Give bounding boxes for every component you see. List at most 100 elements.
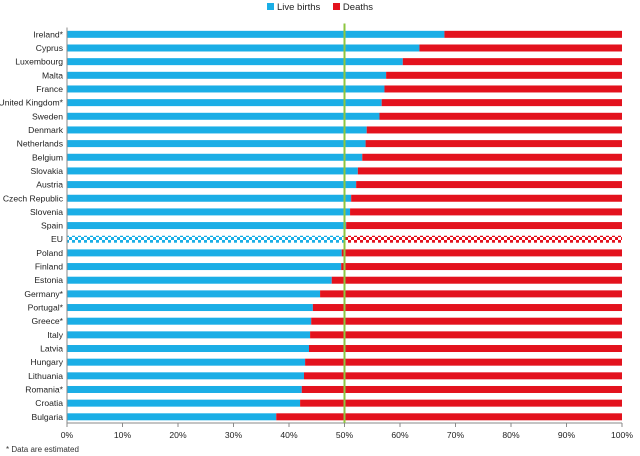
category-label-luxembourg: Luxembourg [15, 57, 63, 67]
bar-live-births-united-kingdom [67, 99, 382, 107]
bar-live-births-latvia [67, 345, 309, 353]
category-labels: Ireland* Cyprus Luxembourg Malta France Unite… [0, 29, 64, 421]
bar-live-births-poland [67, 249, 342, 257]
category-label-netherlands: Netherlands [17, 139, 63, 149]
bar-live-births-germany [67, 290, 321, 298]
category-label-sweden: Sweden [32, 111, 63, 121]
category-label-spain: Spain [41, 221, 63, 231]
bar-deaths-croatia [300, 399, 622, 407]
bar-deaths-czech-republic [351, 194, 622, 202]
legend-item-live-births: Live births [266, 2, 321, 13]
bar-deaths-portugal [312, 304, 622, 312]
bar-deaths-poland [341, 249, 622, 257]
category-label-denmark: Denmark [28, 125, 64, 135]
x-tick-label: 70% [447, 430, 465, 440]
legend-swatch-live-births [266, 3, 274, 10]
bar-deaths-sweden [379, 112, 622, 120]
bar-live-births-bulgaria [67, 413, 277, 421]
category-label-estonia: Estonia [34, 275, 63, 285]
legend-item-deaths: Deaths [332, 2, 373, 13]
x-tick-label: 0% [61, 430, 74, 440]
category-label-latvia: Latvia [40, 344, 63, 354]
category-label-slovenia: Slovenia [30, 207, 63, 217]
bar-deaths-germany [320, 290, 622, 298]
bar-deaths-spain [346, 222, 622, 230]
bar-live-births-estonia [67, 276, 332, 284]
bar-deaths-lithuania [303, 372, 622, 380]
bar-deaths-ireland [444, 30, 622, 38]
category-label-belgium: Belgium [32, 152, 63, 162]
bar-deaths-malta [386, 71, 622, 79]
category-label-lithuania: Lithuania [28, 371, 63, 381]
x-tick-label: 40% [280, 430, 298, 440]
category-label-bulgaria: Bulgaria [31, 412, 63, 422]
x-tick-label: 90% [558, 430, 576, 440]
category-label-croatia: Croatia [35, 398, 63, 408]
category-label-cyprus: Cyprus [36, 43, 63, 53]
category-label-malta: Malta [42, 70, 63, 80]
bar-live-births-luxembourg [67, 58, 403, 66]
bar-deaths-eu [344, 235, 622, 243]
bar-deaths-united-kingdom [381, 99, 622, 107]
bar-live-births-czech-republic [67, 194, 352, 202]
bar-deaths-finland [341, 263, 622, 271]
footnote: * Data are estimated [6, 445, 79, 454]
bar-live-births-belgium [67, 153, 363, 161]
x-tick-label: 50% [336, 430, 354, 440]
bar-deaths-austria [356, 181, 622, 189]
chart-legend: Live births Deaths [0, 2, 640, 13]
bar-live-births-malta [67, 71, 387, 79]
bar-live-births-spain [67, 222, 347, 230]
bar-live-births-eu [67, 235, 345, 243]
bar-live-births-lithuania [67, 372, 304, 380]
bar-live-births-greece [67, 317, 312, 325]
bar-live-births-ireland [67, 30, 445, 38]
bar-live-births-sweden [67, 112, 380, 120]
bar-deaths-france [384, 85, 622, 93]
category-label-ireland: Ireland* [33, 29, 63, 39]
category-label-united-kingdom: United Kingdom* [0, 98, 64, 108]
bar-deaths-cyprus [419, 44, 622, 52]
category-label-finland: Finland [35, 262, 63, 272]
bar-live-births-france [67, 85, 385, 93]
bar-deaths-bulgaria [276, 413, 622, 421]
bar-live-births-cyprus [67, 44, 420, 52]
x-tick-label: 100% [611, 430, 633, 440]
legend-swatch-deaths [332, 3, 340, 10]
bar-deaths-hungary [305, 358, 622, 366]
x-tick-label: 20% [169, 430, 187, 440]
bar-deaths-greece [311, 317, 622, 325]
category-label-romania: Romania* [25, 384, 63, 394]
bar-deaths-italy [310, 331, 622, 339]
x-tick-label: 10% [114, 430, 132, 440]
bar-live-births-finland [67, 263, 342, 271]
bar-live-births-austria [67, 181, 357, 189]
bar-live-births-italy [67, 331, 311, 339]
bar-live-births-netherlands [67, 140, 366, 148]
bar-live-births-slovakia [67, 167, 358, 175]
bar-deaths-netherlands [365, 140, 622, 148]
category-label-portugal: Portugal* [28, 303, 64, 313]
category-label-eu: EU [51, 234, 63, 244]
bar-live-births-slovenia [67, 208, 351, 216]
bar-live-births-hungary [67, 358, 306, 366]
category-label-austria: Austria [36, 180, 63, 190]
x-tick-label: 80% [502, 430, 520, 440]
bar-deaths-slovakia [357, 167, 622, 175]
bar-live-births-croatia [67, 399, 301, 407]
category-label-italy: Italy [47, 330, 63, 340]
x-tick-label: 30% [225, 430, 243, 440]
legend-label-live-births: Live births [276, 2, 321, 13]
bar-live-births-denmark [67, 126, 367, 134]
bar-deaths-slovenia [350, 208, 622, 216]
bar-deaths-luxembourg [402, 58, 622, 66]
category-label-czech-republic: Czech Republic [3, 193, 64, 203]
category-label-france: France [36, 84, 63, 94]
bar-deaths-belgium [362, 153, 622, 161]
bar-live-births-portugal [67, 304, 313, 312]
bar-deaths-denmark [366, 126, 622, 134]
bar-deaths-latvia [308, 345, 622, 353]
category-label-poland: Poland [36, 248, 63, 258]
category-label-germany: Germany* [24, 289, 63, 299]
